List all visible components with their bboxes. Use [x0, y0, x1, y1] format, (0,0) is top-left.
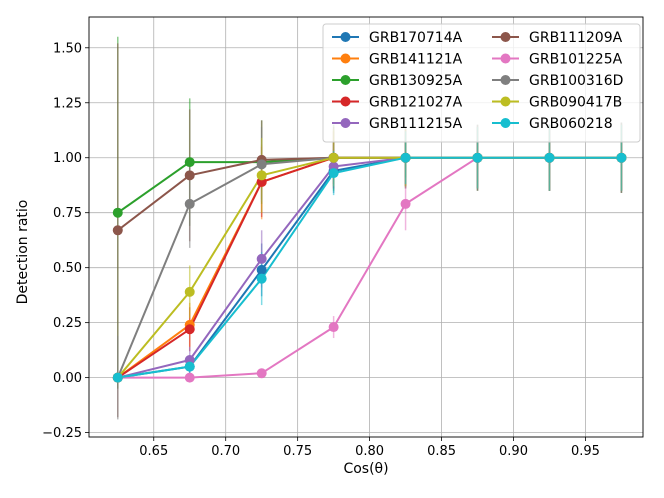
x-tick-label: 0.65: [139, 444, 168, 459]
y-tick-label: 0.50: [53, 261, 82, 276]
data-point: [184, 157, 195, 168]
data-point: [184, 361, 195, 372]
data-point: [184, 324, 195, 335]
legend-label: GRB111209A: [529, 30, 623, 46]
data-point: [112, 372, 123, 383]
data-point: [184, 372, 195, 383]
legend-marker: [340, 75, 351, 85]
series-line: [117, 156, 622, 379]
data-point: [328, 152, 339, 163]
y-tick-label: 1.25: [53, 96, 82, 111]
data-point: [616, 152, 627, 163]
data-point: [400, 152, 411, 163]
data-point: [472, 152, 483, 163]
legend-marker: [500, 75, 511, 85]
x-tick-label: 0.95: [571, 444, 600, 459]
data-point: [184, 170, 195, 181]
legend-marker: [340, 96, 351, 107]
series-points: [112, 152, 627, 383]
legend-marker: [500, 96, 511, 107]
legend-label: GRB170714A: [369, 30, 463, 46]
x-axis-title: Cos(θ): [343, 461, 388, 477]
data-point: [112, 225, 123, 236]
legend-label: GRB060218: [529, 116, 613, 132]
x-tick-label: 0.85: [427, 444, 456, 459]
data-point: [256, 253, 267, 264]
data-point: [256, 159, 267, 170]
legend-marker: [500, 32, 511, 42]
data-point: [328, 322, 339, 333]
legend-label: GRB121027A: [369, 95, 463, 111]
legend-marker: [500, 118, 511, 128]
data-point: [544, 152, 555, 163]
y-tick-label: −0.25: [42, 426, 82, 441]
legend-label: GRB090417B: [529, 95, 622, 111]
data-point: [112, 207, 123, 218]
data-point: [400, 198, 411, 209]
legend-marker: [340, 32, 351, 42]
x-tick-label: 0.80: [355, 444, 384, 459]
y-axis-ticks: −0.25 0.00 0.25 0.50 0.75 1.00 1.25 1.50: [42, 41, 89, 441]
x-axis-ticks: 0.65 0.70 0.75 0.80 0.85 0.90 0.95: [139, 437, 600, 459]
legend-label: GRB101225A: [529, 52, 623, 68]
legend-label: GRB141121A: [369, 52, 463, 68]
x-tick-label: 0.70: [211, 444, 240, 459]
data-point: [256, 264, 267, 275]
y-tick-label: 0.00: [53, 371, 82, 386]
y-tick-label: 0.25: [53, 316, 82, 331]
series-lines: [116, 156, 622, 379]
legend-label: GRB130925A: [369, 73, 463, 89]
y-tick-label: 0.75: [53, 206, 82, 221]
legend: GRB170714A GRB141121A GRB130925A GRB121027A…: [322, 23, 641, 143]
y-axis-title: Detection ratio: [15, 200, 31, 305]
data-point: [256, 273, 267, 284]
y-tick-label: 1.00: [53, 151, 82, 166]
legend-box: [322, 23, 641, 143]
legend-marker: [340, 53, 351, 64]
legend-marker: [500, 53, 511, 64]
legend-label: GRB100316D: [529, 73, 623, 89]
legend-marker: [340, 118, 351, 128]
data-point: [184, 198, 195, 209]
legend-label: GRB111215A: [369, 116, 463, 132]
y-tick-label: 1.50: [53, 41, 82, 56]
data-point: [256, 368, 267, 379]
data-point: [184, 286, 195, 297]
data-point: [328, 168, 339, 179]
x-tick-label: 0.90: [499, 444, 528, 459]
data-point: [256, 170, 267, 181]
plot-area-frame: [88, 16, 644, 438]
x-tick-label: 0.75: [283, 444, 312, 459]
